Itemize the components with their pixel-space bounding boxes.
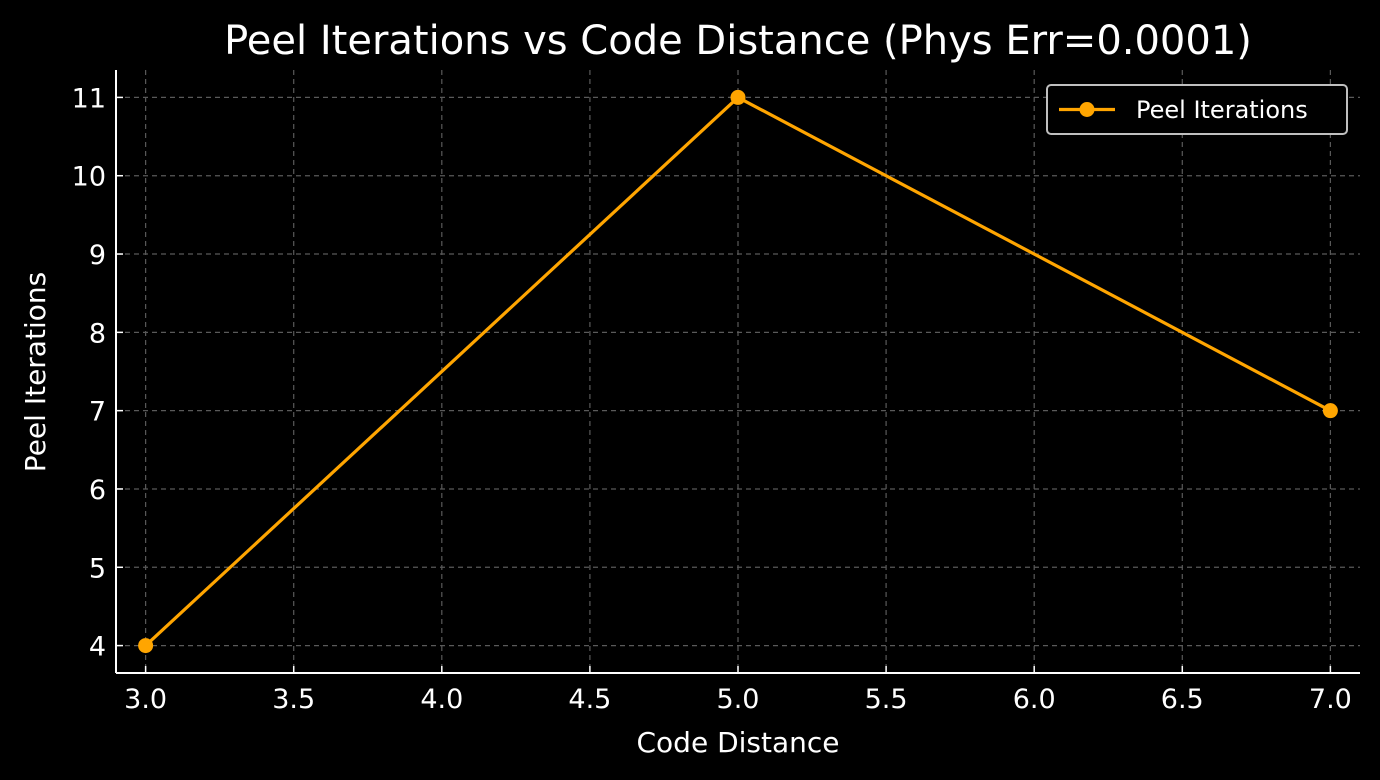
grid-lines <box>116 70 1360 673</box>
y-tick-label: 4 <box>89 632 106 663</box>
legend-label: Peel Iterations <box>1136 96 1308 124</box>
y-tick-label: 8 <box>89 318 106 349</box>
x-tick-label: 3.5 <box>272 684 315 715</box>
x-tick-label: 5.5 <box>865 684 908 715</box>
y-tick-label: 9 <box>89 240 106 271</box>
legend-box <box>1046 84 1348 135</box>
y-tick-label: 6 <box>89 475 106 506</box>
y-tick-label: 5 <box>89 553 106 584</box>
y-axis-label: Peel Iterations <box>19 272 52 472</box>
x-tick-label: 4.5 <box>568 684 611 715</box>
y-tick-label: 7 <box>89 397 106 428</box>
series-layer <box>138 89 1338 654</box>
data-point <box>138 638 154 654</box>
chart-title: Peel Iterations vs Code Distance (Phys E… <box>224 18 1252 64</box>
y-tick-label: 11 <box>72 83 106 114</box>
x-tick-label: 5.0 <box>717 684 760 715</box>
legend: Peel Iterations <box>1046 84 1348 135</box>
x-tick-label: 4.0 <box>420 684 463 715</box>
data-point <box>730 89 746 105</box>
legend-marker-swatch <box>1079 102 1095 117</box>
data-point <box>1322 403 1338 419</box>
x-tick-label: 7.0 <box>1309 684 1352 715</box>
y-tick-label: 10 <box>72 162 106 193</box>
x-tick-label: 3.0 <box>124 684 167 715</box>
x-tick-label: 6.5 <box>1161 684 1204 715</box>
x-tick-label: 6.0 <box>1013 684 1056 715</box>
x-axis-label: Code Distance <box>636 726 839 759</box>
x-axis-ticks: 3.0 3.5 4.0 4.5 5.0 5.5 6.0 6.5 7.0 <box>124 666 1352 715</box>
y-axis-ticks: 4 5 6 7 8 9 10 11 <box>72 83 123 663</box>
